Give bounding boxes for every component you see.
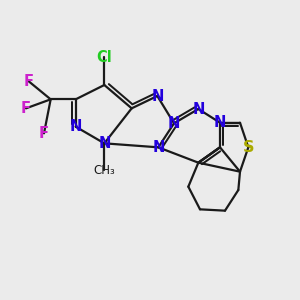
Text: N: N (214, 115, 226, 130)
Text: S: S (243, 140, 254, 155)
Text: CH₃: CH₃ (94, 164, 115, 176)
Text: N: N (168, 116, 180, 131)
Text: F: F (21, 101, 31, 116)
Text: N: N (151, 88, 164, 104)
Text: N: N (152, 140, 164, 155)
Text: N: N (192, 101, 205, 116)
Text: F: F (39, 126, 49, 141)
Text: N: N (70, 119, 82, 134)
Text: F: F (23, 74, 33, 88)
Text: N: N (98, 136, 110, 151)
Text: Cl: Cl (97, 50, 112, 65)
